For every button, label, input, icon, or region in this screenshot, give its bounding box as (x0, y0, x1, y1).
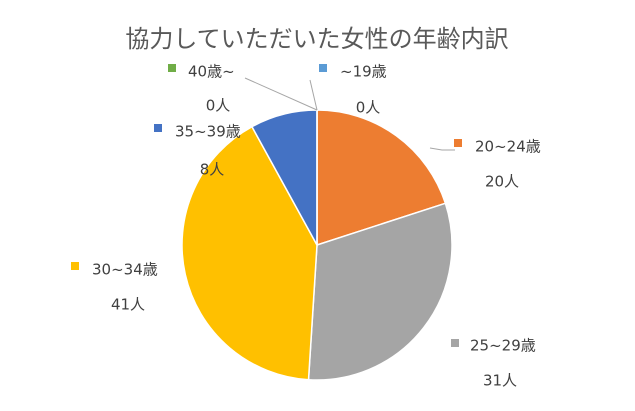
leader-line (429, 147, 455, 151)
value-label: 0人 (206, 97, 231, 115)
category-label: ~19歳 (340, 63, 387, 81)
legend-marker (319, 64, 327, 72)
value-label: 20人 (485, 173, 519, 191)
category-label: 35~39歳 (175, 123, 241, 141)
category-label: 25~29歳 (470, 337, 536, 355)
legend-marker (154, 124, 162, 132)
legend-marker (451, 339, 459, 347)
pie-slice (181, 125, 318, 381)
legend-marker (71, 262, 79, 270)
pie-slice (307, 202, 453, 381)
legend-marker (168, 64, 176, 72)
value-label: 0人 (356, 99, 381, 117)
category-label: 20~24歳 (475, 138, 541, 156)
chart-title: 協力していただいた女性の年齢内訳 (125, 25, 508, 53)
pie-slice (316, 109, 447, 247)
legend-marker (454, 139, 462, 147)
value-label: 41人 (111, 296, 145, 314)
leader-line (309, 79, 318, 111)
leader-line (244, 77, 318, 111)
value-label: 8人 (200, 161, 225, 179)
category-label: 30~34歳 (92, 261, 158, 279)
category-label: 40歳~ (188, 63, 235, 81)
value-label: 31人 (483, 372, 517, 390)
